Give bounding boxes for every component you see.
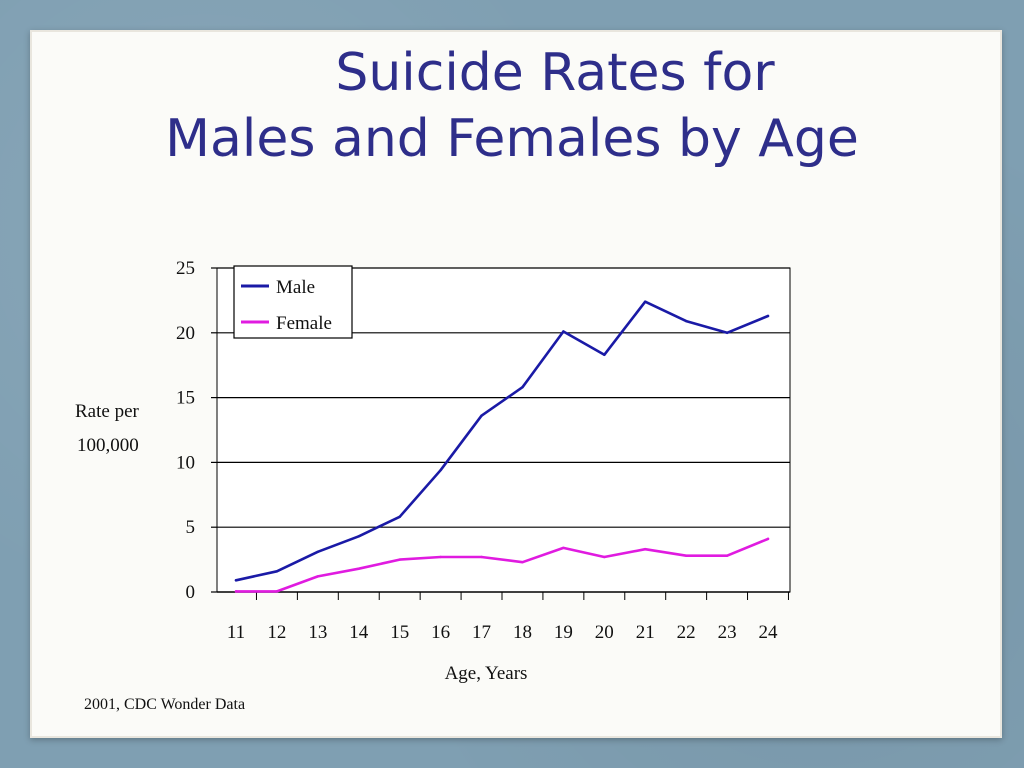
x-tick-label-15: 15 bbox=[390, 622, 409, 643]
data-point-male-16 bbox=[439, 468, 442, 472]
data-point-female-16 bbox=[439, 555, 442, 559]
data-point-female-19 bbox=[562, 546, 565, 550]
data-point-male-23 bbox=[725, 331, 729, 334]
x-tick-label-22: 22 bbox=[677, 622, 696, 643]
data-point-female-15 bbox=[398, 558, 401, 561]
data-point-male-19 bbox=[562, 330, 565, 333]
data-point-female-11 bbox=[234, 590, 238, 593]
y-axis-label-line-1: Rate per bbox=[75, 401, 140, 422]
x-tick-label-13: 13 bbox=[308, 622, 327, 643]
x-tick-label-23: 23 bbox=[718, 622, 737, 643]
data-point-female-18 bbox=[521, 560, 524, 564]
y-tick-label-15: 15 bbox=[176, 388, 195, 409]
source-note: 2001, CDC Wonder Data bbox=[84, 696, 246, 713]
x-axis-label: Age, Years bbox=[445, 663, 528, 684]
data-point-female-17 bbox=[480, 555, 483, 559]
series-line-female bbox=[234, 537, 770, 593]
data-point-male-24 bbox=[766, 314, 770, 318]
x-tick-label-21: 21 bbox=[636, 622, 655, 643]
data-point-female-20 bbox=[603, 555, 606, 559]
x-tick-label-11: 11 bbox=[227, 622, 245, 643]
data-point-male-18 bbox=[521, 386, 524, 389]
x-tick-label-24: 24 bbox=[759, 622, 779, 643]
x-tick-label-18: 18 bbox=[513, 622, 532, 643]
data-point-female-24 bbox=[766, 537, 770, 541]
y-tick-label-20: 20 bbox=[176, 323, 195, 344]
legend-box bbox=[233, 265, 353, 339]
legend-label-female: Female bbox=[276, 313, 332, 334]
data-point-female-21 bbox=[644, 548, 647, 551]
data-point-female-23 bbox=[725, 554, 729, 557]
x-tick-label-20: 20 bbox=[595, 622, 614, 643]
slide-title-line-2: Males and Females by Age bbox=[165, 109, 859, 169]
data-point-male-17 bbox=[480, 414, 483, 417]
data-point-female-14 bbox=[357, 567, 360, 570]
data-point-female-22 bbox=[684, 554, 688, 557]
data-point-female-12 bbox=[275, 590, 279, 593]
x-tick-label-14: 14 bbox=[349, 622, 369, 643]
data-point-male-12 bbox=[275, 570, 279, 573]
y-tick-label-10: 10 bbox=[176, 452, 195, 473]
data-point-male-20 bbox=[603, 353, 606, 357]
data-point-male-15 bbox=[398, 515, 401, 519]
data-point-male-13 bbox=[316, 550, 320, 554]
data-point-male-21 bbox=[644, 300, 647, 303]
y-tick-label-0: 0 bbox=[186, 582, 196, 603]
slide-title: Suicide Rates for Males and Females by A… bbox=[0, 40, 1024, 172]
x-tick-label-12: 12 bbox=[267, 622, 286, 643]
data-point-male-22 bbox=[684, 319, 688, 323]
data-point-male-11 bbox=[234, 579, 238, 582]
y-tick-label-5: 5 bbox=[186, 517, 196, 538]
y-axis-label-line-2: 100,000 bbox=[77, 435, 139, 456]
x-tick-label-17: 17 bbox=[472, 622, 491, 643]
data-point-female-13 bbox=[316, 575, 320, 578]
slide-title-line-1: Suicide Rates for bbox=[335, 43, 775, 103]
x-tick-label-19: 19 bbox=[554, 622, 573, 643]
legend-label-male: Male bbox=[276, 277, 315, 298]
plot-area: 0 5 10 15 20 25 11 12 13 14 15 16 17 18 19 20 21 22 23 24 Ma… bbox=[176, 258, 791, 643]
data-point-male-14 bbox=[357, 535, 360, 538]
series-line-male bbox=[234, 300, 770, 582]
x-tick-label-16: 16 bbox=[431, 622, 450, 643]
y-tick-label-25: 25 bbox=[176, 258, 195, 279]
